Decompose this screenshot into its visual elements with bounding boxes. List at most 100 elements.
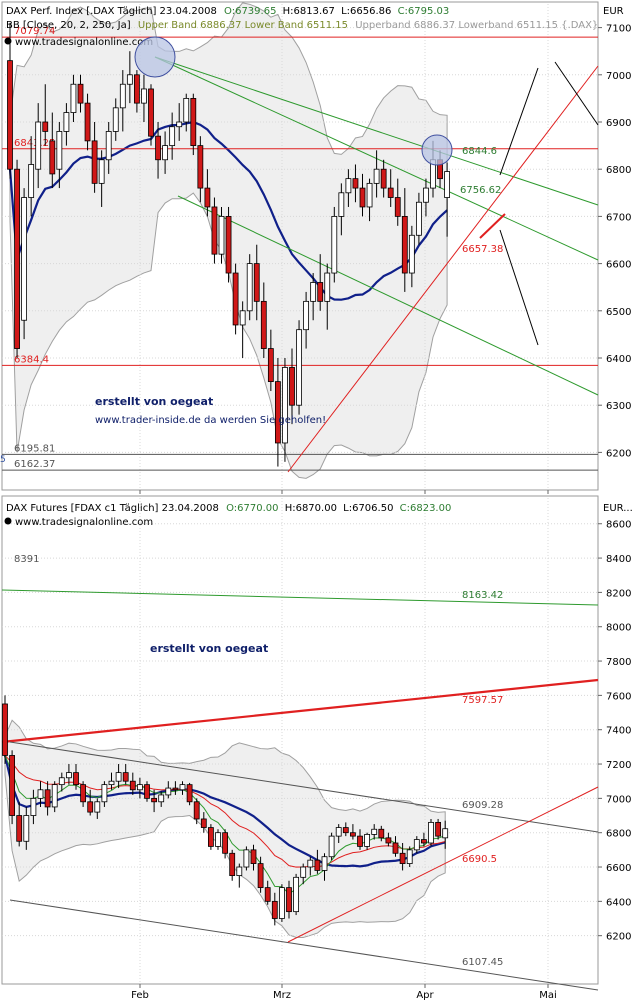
candle-body [243,849,250,868]
candle-body [129,780,136,791]
candle-body [84,102,91,142]
candle-body [257,863,264,889]
y-tick-label: 7800 [606,657,631,668]
candle-body [373,168,380,184]
panel2-axis: 6200 6400 6600 6800 7000 7200 7400 7600 7800 8000… [131,520,631,1000]
panel2-bollinger-area [4,719,446,938]
y-tick-label: 7000 [606,71,631,82]
candle-body [30,797,37,816]
panel1-indicator: BB [Close, 20, 2, 250, Ja] Upper Band 68… [6,20,598,31]
candle-body [435,821,442,837]
candle-body [73,772,79,786]
candle-body [408,234,415,274]
candle-body [35,121,42,170]
y-tick-label: 8400 [606,554,631,565]
candle-body [310,282,317,302]
y-tick-label: 6800 [606,829,631,840]
candle-body [428,821,434,844]
candle-body [112,107,119,132]
y-tick-label: 6500 [606,307,631,318]
candle-body [278,887,285,919]
watermark-bullet-icon [4,517,12,525]
level-label: 6843.25 [14,138,55,149]
candle-body [42,121,49,132]
candle-body [442,828,449,839]
candle-body [253,263,260,302]
y-tick-label: 7400 [606,726,631,737]
candle-body [165,787,172,796]
candle-body [387,187,394,198]
candle-body [183,98,190,123]
candle-body [225,215,232,274]
trend-line [1,678,599,744]
candle-body [394,197,401,217]
x-tick-label: Mrz [273,990,291,1000]
candle-body [186,784,193,803]
candle-body [23,815,30,842]
candle-body [63,112,70,132]
candle-body [229,852,236,877]
value-label: 6756.62 [460,185,501,196]
y-tick-label: 7100 [606,24,631,35]
trend-line [287,65,599,473]
candle-body [179,784,186,791]
candle-body [420,839,427,844]
candle-body [293,876,300,913]
projection-arrow [554,61,599,126]
candle-body [215,832,221,847]
candle-body [2,703,8,756]
short-red-arrow [479,213,506,239]
candle-body [44,789,51,808]
candle-body [136,784,143,791]
y-tick-label: 6600 [606,260,631,271]
candle-body [80,784,86,803]
candle-body [144,784,150,799]
candle-body [267,348,274,382]
candle-body [307,859,314,868]
candle-body [246,263,253,312]
candle-body [392,842,399,854]
candle-body [105,131,112,161]
value-label: 6909.28 [462,800,503,811]
panel2-unit: EUR... [603,503,633,514]
candle-body [264,887,271,902]
panel2-candles [2,695,449,926]
y-tick-label: 8200 [606,588,631,599]
level-label: 7079.74 [14,26,55,37]
moving-average-line [3,755,446,868]
candle-body [151,797,158,803]
panel1-title: DAX Perf. Index [.DAX Täglich] 23.04.200… [6,6,449,17]
candle-body [211,206,218,255]
candle-body [331,215,338,274]
candle-body [399,852,406,864]
candle-body [204,187,211,208]
bollinger-band [4,719,446,938]
panel2-title: DAX Futures [FDAX c1 Täglich] 23.04.2008… [6,503,451,514]
candle-body [148,88,154,137]
y-tick-label: 6600 [606,863,631,874]
candle-body [359,187,366,208]
candle-body [345,178,352,194]
candle-body [28,164,35,198]
candle-body [169,126,176,147]
candle-body [158,794,165,803]
candle-body [51,784,58,808]
candle-body [122,772,129,782]
candle-body [274,381,281,444]
panel2-annotation-author: erstellt von oegeat [150,642,268,655]
trend-line [1,589,599,606]
value-label: 6107.45 [462,957,503,968]
candle-body [141,88,147,104]
value-label: 6657.38 [462,244,503,255]
value-label: 8163.42 [462,590,503,601]
moving-average-line [8,120,448,301]
panel1-unit: EUR [603,6,624,17]
candle-body [250,849,257,864]
candle-body [70,83,77,113]
projection-arrow [499,67,539,176]
highlight-circle-1 [134,36,176,78]
candle-body [16,815,23,842]
panel1-candles [7,22,451,467]
candle-body [218,215,225,255]
candle-body [7,60,13,170]
